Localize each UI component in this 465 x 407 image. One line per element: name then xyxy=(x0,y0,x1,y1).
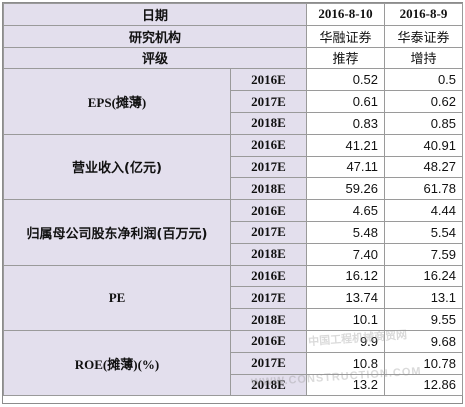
date-label: 日期 xyxy=(2,3,308,26)
year-cell: 2018E xyxy=(229,308,308,331)
value-cell: 9.68 xyxy=(384,329,464,353)
table-row: 2018E 13.2 12.86 xyxy=(4,373,464,397)
year-cell: 2017E xyxy=(229,286,308,310)
header-row-institution: 研究机构 华融证券 华泰证券 xyxy=(2,24,464,48)
table-row: 营业收入(亿元) 2016E 41.21 40.91 xyxy=(3,133,464,201)
table-row: 2018E 59.26 61.78 xyxy=(4,177,464,201)
metric-label-net-profit: 归属母公司股东净利润(百万元) xyxy=(3,199,231,266)
table-row: 2017E 47.11 48.27 xyxy=(4,155,464,179)
value-cell: 47.11 xyxy=(306,155,386,179)
date-col-2: 2016-8-9 xyxy=(384,3,464,26)
header-row-rating: 评级 推荐 增持 xyxy=(2,46,464,70)
value-cell: 16.12 xyxy=(306,264,386,288)
value-cell: 0.62 xyxy=(384,90,464,113)
value-cell: 0.85 xyxy=(384,111,464,135)
header-row-date: 日期 2016-8-10 2016-8-9 xyxy=(2,3,464,26)
rating-col-2: 增持 xyxy=(384,46,464,70)
year-cell: 2016E xyxy=(229,199,308,222)
value-cell: 13.1 xyxy=(384,286,464,310)
year-cell: 2018E xyxy=(229,177,308,201)
value-cell: 0.83 xyxy=(306,111,386,135)
year-cell: 2018E xyxy=(229,242,308,266)
table-row: 2017E 0.61 0.62 xyxy=(4,90,464,113)
table-row: 归属母公司股东净利润(百万元) 2016E 4.65 4.44 xyxy=(3,199,464,266)
table-row: 2018E 7.40 7.59 xyxy=(4,242,464,266)
forecast-table: 日期 2016-8-10 2016-8-9 研究机构 华融证券 华泰证券 评级 … xyxy=(2,3,464,397)
value-cell: 5.54 xyxy=(384,220,464,244)
value-cell: 12.86 xyxy=(384,373,464,397)
year-cell: 2017E xyxy=(229,90,308,113)
metric-label-roe: ROE(摊薄)(%) xyxy=(3,329,231,397)
value-cell: 13.74 xyxy=(306,286,386,310)
value-cell: 13.2 xyxy=(306,373,386,397)
table-row: PE 2016E 16.12 16.24 xyxy=(3,264,464,331)
value-cell: 40.91 xyxy=(384,133,464,157)
value-cell: 41.21 xyxy=(306,133,386,157)
value-cell: 0.52 xyxy=(306,68,386,92)
year-cell: 2018E xyxy=(229,111,308,135)
table-row: 2018E 10.1 9.55 xyxy=(4,308,464,331)
year-cell: 2016E xyxy=(229,264,308,288)
rating-col-1: 推荐 xyxy=(306,46,386,70)
broker-col-1: 华融证券 xyxy=(306,24,386,48)
metric-label-revenue: 营业收入(亿元) xyxy=(3,133,231,201)
year-cell: 2017E xyxy=(229,155,308,179)
value-cell: 0.61 xyxy=(306,90,386,113)
metric-label-pe: PE xyxy=(3,264,231,331)
value-cell: 7.40 xyxy=(306,242,386,266)
date-col-1: 2016-8-10 xyxy=(306,3,386,26)
value-cell: 10.1 xyxy=(306,308,386,331)
year-cell: 2016E xyxy=(229,68,308,92)
year-cell: 2017E xyxy=(229,351,308,375)
year-cell: 2016E xyxy=(229,329,308,353)
value-cell: 4.65 xyxy=(306,199,386,222)
value-cell: 0.5 xyxy=(384,68,464,92)
rating-label: 评级 xyxy=(2,46,308,70)
value-cell: 16.24 xyxy=(384,264,464,288)
year-cell: 2018E xyxy=(229,373,308,397)
year-cell: 2016E xyxy=(229,133,308,157)
value-cell: 61.78 xyxy=(384,177,464,201)
value-cell: 59.26 xyxy=(306,177,386,201)
value-cell: 7.59 xyxy=(384,242,464,266)
value-cell: 10.8 xyxy=(306,351,386,375)
broker-col-2: 华泰证券 xyxy=(384,24,464,48)
value-cell: 10.78 xyxy=(384,351,464,375)
value-cell: 9.9 xyxy=(306,329,386,353)
metric-label-eps: EPS(摊薄) xyxy=(3,68,231,135)
value-cell: 4.44 xyxy=(384,199,464,222)
year-cell: 2017E xyxy=(229,220,308,244)
value-cell: 5.48 xyxy=(306,220,386,244)
table-row: ROE(摊薄)(%) 2016E 9.9 9.68 xyxy=(3,329,464,397)
institution-label: 研究机构 xyxy=(2,24,308,48)
value-cell: 48.27 xyxy=(384,155,464,179)
table-row: 2017E 13.74 13.1 xyxy=(4,286,464,310)
table-row: EPS(摊薄) 2016E 0.52 0.5 xyxy=(3,68,464,135)
value-cell: 9.55 xyxy=(384,308,464,331)
